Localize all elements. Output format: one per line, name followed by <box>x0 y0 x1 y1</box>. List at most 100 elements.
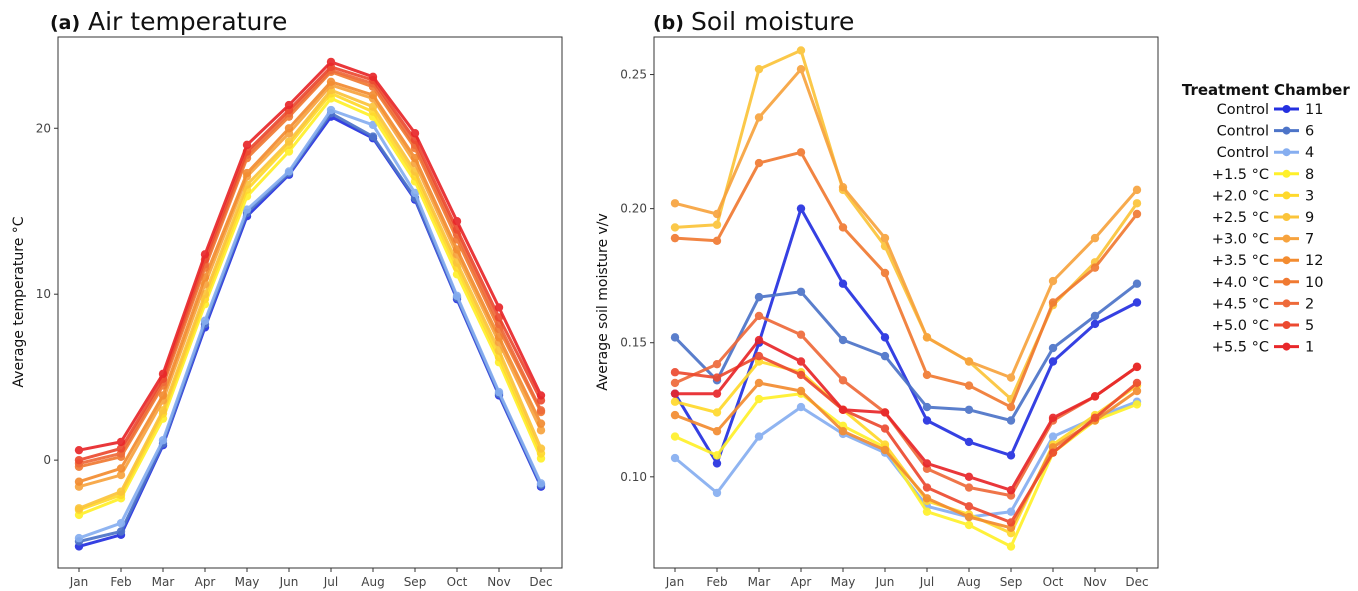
data-point <box>838 279 848 288</box>
data-point <box>670 389 680 398</box>
data-point <box>964 357 974 366</box>
legend-chamber-label: 6 <box>1305 124 1314 140</box>
data-point <box>754 292 764 302</box>
legend-items: Control 11 Control 6 Control 4 +1.5 °C 8 +2.0 °C… <box>1212 102 1324 356</box>
series-chamber-8 <box>670 389 1142 551</box>
x-tick-label: Sep <box>1000 575 1023 589</box>
legend-treatment-label: Control <box>1217 102 1269 118</box>
x-tick-label: Mar <box>152 575 175 589</box>
data-point <box>1090 319 1100 329</box>
data-point <box>1090 263 1100 272</box>
data-point <box>880 233 890 243</box>
data-point <box>796 402 806 412</box>
legend-swatch-point <box>1282 277 1291 286</box>
data-point <box>922 507 932 516</box>
data-point <box>880 445 890 455</box>
data-point <box>670 397 680 406</box>
data-point <box>712 373 722 382</box>
series-line <box>78 108 543 540</box>
legend-item: +2.5 °C 9 <box>1212 210 1314 226</box>
data-point <box>284 124 294 133</box>
series-line <box>78 68 543 465</box>
series-chamber-5 <box>670 351 1142 527</box>
data-point <box>880 333 890 342</box>
data-point <box>200 250 210 259</box>
data-point <box>1132 298 1142 307</box>
legend-treatment-label: +1.5 °C <box>1212 167 1269 183</box>
data-point <box>754 311 764 321</box>
data-point <box>158 369 168 379</box>
data-point <box>670 410 680 420</box>
data-point <box>1048 298 1058 307</box>
data-point <box>1090 233 1100 243</box>
data-point <box>1048 343 1058 353</box>
series-chamber-1 <box>670 335 1142 495</box>
legend-swatch-point <box>1282 213 1291 221</box>
data-point <box>368 72 378 82</box>
data-point <box>670 432 680 441</box>
legend-chamber-header: Chamber <box>1274 81 1350 99</box>
panel-b-title: Soil moisture <box>691 7 854 36</box>
data-point <box>754 351 764 361</box>
series-line <box>78 65 543 462</box>
legend-chamber-label: 5 <box>1305 318 1314 334</box>
data-point <box>116 464 126 473</box>
x-tick-label: Mar <box>748 575 771 589</box>
data-point <box>838 427 848 436</box>
data-point <box>922 402 932 412</box>
data-point <box>712 236 722 246</box>
data-point <box>536 479 546 488</box>
data-point <box>796 204 806 213</box>
data-point <box>1132 185 1142 195</box>
legend-chamber-label: 3 <box>1305 188 1314 204</box>
data-point <box>116 437 126 447</box>
data-point <box>284 100 294 110</box>
x-tick-label: Apr <box>195 575 216 589</box>
x-tick-label: May <box>831 575 856 589</box>
x-tick-label: Dec <box>1125 575 1148 589</box>
data-point <box>1132 386 1142 396</box>
panel-b-plot-frame <box>653 36 1159 569</box>
series-chamber-9 <box>670 46 1142 404</box>
y-tick-label: 0 <box>43 453 51 467</box>
series-line <box>673 282 1138 422</box>
data-point <box>1132 362 1142 372</box>
legend-chamber-label: 9 <box>1305 210 1314 226</box>
data-point <box>116 518 126 528</box>
data-point <box>670 333 680 342</box>
data-point <box>754 432 764 441</box>
panel-a-title: Air temperature <box>88 7 287 36</box>
x-tick-label: Nov <box>487 575 510 589</box>
legend-item: +3.0 °C 7 <box>1212 232 1314 248</box>
data-point <box>796 46 806 55</box>
data-point <box>158 436 168 445</box>
data-point <box>536 444 546 453</box>
series-chamber-4 <box>74 105 546 543</box>
data-point <box>1048 448 1058 457</box>
legend-item: Control 11 <box>1217 102 1324 118</box>
data-point <box>74 477 84 486</box>
series-chamber-10 <box>670 148 1142 412</box>
x-tick-label: Jun <box>279 575 299 589</box>
data-point <box>712 459 722 468</box>
series-line <box>78 83 543 489</box>
legend-item: Control 4 <box>1217 145 1315 161</box>
data-point <box>922 370 932 380</box>
legend-swatch-point <box>1282 105 1291 113</box>
series-line <box>674 354 1138 524</box>
x-tick-label: Jun <box>875 575 895 589</box>
legend-swatch-point <box>1282 126 1291 135</box>
y-tick-label: 0.15 <box>620 336 647 350</box>
data-point <box>838 335 848 345</box>
data-point <box>796 330 806 339</box>
series-line <box>674 67 1139 380</box>
data-point <box>452 216 462 226</box>
data-point <box>964 483 974 492</box>
series-chamber-12 <box>670 378 1142 532</box>
data-point <box>368 120 378 130</box>
series-line <box>78 96 543 517</box>
legend-chamber-label: 1 <box>1305 340 1314 356</box>
data-point <box>880 268 890 278</box>
legend-chamber-label: 2 <box>1305 296 1314 312</box>
series-line <box>674 381 1138 530</box>
